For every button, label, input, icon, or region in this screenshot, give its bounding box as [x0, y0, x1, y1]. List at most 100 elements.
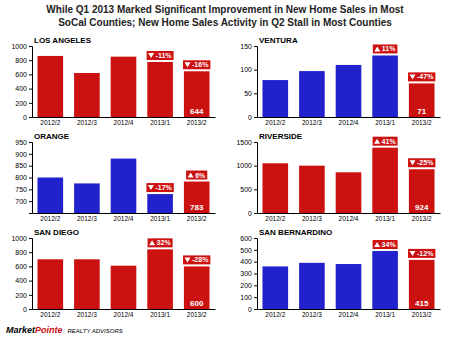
y-tick-label: 150	[240, 43, 252, 50]
y-tick-mark	[254, 213, 257, 214]
bars	[262, 55, 434, 117]
x-tick-label: 2012/3	[77, 119, 97, 126]
annotation-box	[148, 238, 173, 247]
x-tick: 2012/4	[114, 213, 134, 222]
x-tick: 2013/1	[150, 309, 170, 318]
y-tick-label: 700	[15, 198, 27, 205]
bar	[111, 266, 137, 309]
bar-value-label: 71	[417, 107, 426, 116]
y-tick: 400	[15, 277, 32, 284]
x-tick: 2012/2	[40, 309, 60, 318]
annotation-text: -47%	[417, 73, 434, 80]
change-annotation: -28%	[183, 255, 210, 264]
x-tick-label: 2012/3	[302, 215, 322, 222]
y-tick-mark	[29, 142, 32, 143]
y-tick-mark	[254, 189, 257, 190]
y-tick: 600	[15, 263, 32, 270]
bar	[336, 264, 362, 309]
bar-value-label: 415	[415, 299, 429, 308]
x-tick-label: 2013/2	[412, 311, 432, 318]
bar	[184, 266, 210, 309]
change-annotation: -16%	[183, 60, 210, 69]
annotation-text: -25%	[417, 159, 434, 166]
bar	[111, 57, 137, 117]
y-tick-mark	[254, 309, 257, 310]
panel: 01002003004005006002012/22012/32012/4201…	[240, 228, 440, 318]
y-tick-label: 200	[15, 292, 27, 299]
y-axis-line	[29, 47, 33, 118]
y-tick: 600	[240, 235, 257, 242]
y-tick-label: 600	[240, 235, 252, 242]
annotation-arrow	[185, 62, 191, 67]
annotation-box	[186, 171, 207, 180]
y-axis-line	[254, 143, 258, 214]
y-tick: 0	[248, 114, 257, 121]
annotation-text: -12%	[417, 250, 434, 257]
y-tick-label: 1000	[11, 43, 27, 50]
bar	[147, 194, 173, 213]
y-tick-mark	[29, 46, 32, 47]
y-tick: 100	[240, 66, 257, 73]
panel-title: RIVERSIDE	[259, 132, 303, 141]
y-tick-mark	[254, 93, 257, 94]
x-tick-label: 2012/2	[265, 119, 285, 126]
y-tick-label: 50	[244, 90, 252, 97]
x-axis: 2012/22012/32012/42013/12013/2	[258, 213, 441, 222]
panel-title: ORANGE	[34, 132, 70, 141]
y-tick-label: 200	[240, 282, 252, 289]
change-annotation: -12%	[408, 249, 435, 258]
annotation-box	[146, 183, 173, 192]
y-tick-mark	[29, 74, 32, 75]
y-tick: 0	[23, 306, 32, 313]
bar	[74, 73, 100, 117]
x-axis: 2012/22012/32012/42013/12013/2	[33, 213, 216, 222]
y-tick-mark	[254, 166, 257, 167]
x-tick: 2013/2	[412, 309, 432, 318]
x-tick-label: 2012/2	[40, 215, 60, 222]
change-annotation: -25%	[408, 158, 435, 167]
y-tick-mark	[254, 250, 257, 251]
annotation-box	[373, 137, 398, 146]
y-tick-mark	[29, 60, 32, 61]
bars	[37, 249, 209, 309]
x-tick-label: 2012/4	[339, 215, 359, 222]
annotation-box	[373, 44, 398, 53]
bar	[37, 259, 63, 309]
y-axis-line	[29, 143, 33, 214]
y-tick: 0	[248, 210, 257, 217]
annotation-arrow	[149, 240, 155, 245]
bar-value-label: 924	[415, 203, 429, 212]
y-tick: 200	[15, 292, 32, 299]
y-tick-label: 0	[23, 114, 27, 121]
annotation-arrow	[148, 53, 154, 58]
y-tick-mark	[29, 201, 32, 202]
bar	[37, 56, 63, 117]
bar	[409, 260, 435, 309]
y-tick-mark	[254, 297, 257, 298]
x-tick-label: 2012/2	[40, 311, 60, 318]
x-tick-label: 2013/1	[375, 311, 395, 318]
x-tick-label: 2013/2	[187, 215, 207, 222]
y-tick: 500	[240, 186, 257, 193]
x-tick-label: 2012/2	[265, 311, 285, 318]
y-tick-label: 800	[15, 174, 27, 181]
y-tick-mark	[29, 154, 32, 155]
panel: 020040060080010002012/22012/32012/42013/…	[11, 36, 215, 126]
bar	[74, 183, 100, 213]
change-annotation: 6%	[186, 171, 207, 180]
y-axis: 02004006008001000	[11, 43, 32, 121]
x-tick-label: 2012/3	[302, 311, 322, 318]
y-tick-label: 800	[15, 249, 27, 256]
x-tick: 2013/1	[375, 309, 395, 318]
annotation-text: 32%	[157, 239, 172, 246]
x-tick: 2013/2	[187, 213, 207, 222]
y-tick: 1000	[11, 235, 32, 242]
y-tick-mark	[254, 262, 257, 263]
x-tick-label: 2012/4	[114, 215, 134, 222]
y-tick: 200	[240, 282, 257, 289]
panel-title: SAN BERNARDINO	[259, 228, 332, 237]
bar-value-label: 783	[190, 203, 204, 212]
change-annotation: 32%	[148, 238, 173, 247]
annotation-box	[373, 240, 398, 249]
y-tick: 800	[15, 57, 32, 64]
